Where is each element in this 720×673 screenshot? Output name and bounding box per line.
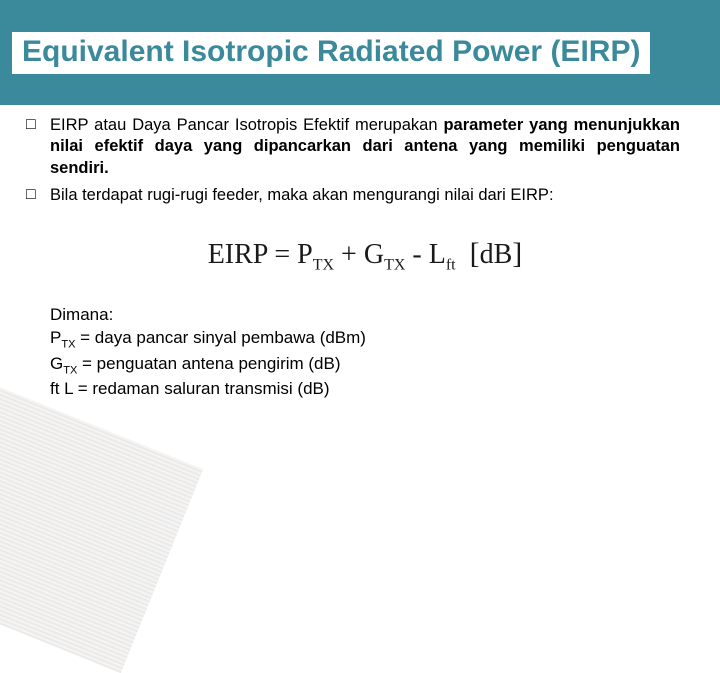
definitions: Dimana: PTX = daya pancar sinyal pembawa… [50, 304, 680, 400]
bullet-1-text-a: EIRP atau Daya Pancar Isotropis Efektif … [50, 116, 443, 134]
eq-eqsign: = [267, 239, 297, 270]
eq-gtx: G [364, 239, 384, 270]
eq-ptx: P [297, 239, 313, 270]
eq-unit: dB [480, 239, 513, 270]
def-ptx: PTX = daya pancar sinyal pembawa (dBm) [50, 327, 680, 352]
eirp-equation: EIRP = PTX + GTX - Lft [dB] [50, 237, 680, 275]
eq-lhs: EIRP [208, 239, 268, 270]
eq-gtx-sub: TX [384, 256, 405, 273]
def-lft: ft L = redaman saluran transmisi (dB) [50, 378, 680, 401]
eq-ptx-sub: TX [313, 256, 334, 273]
eq-space [456, 239, 470, 270]
def-gtx-sym: G [50, 354, 63, 373]
eq-minus: - [405, 239, 428, 270]
bullet-marker: □ [26, 185, 36, 206]
content-area: □ EIRP atau Daya Pancar Isotropis Efekti… [0, 105, 720, 401]
def-gtx-desc: = penguatan antena pengirim (dB) [77, 354, 340, 373]
corner-decoration [0, 387, 203, 673]
bullet-2: □ Bila terdapat rugi-rugi feeder, maka a… [50, 185, 680, 206]
def-gtx-sub: TX [63, 364, 77, 376]
def-ptx-sub: TX [61, 339, 75, 351]
eq-lft-sub: ft [446, 256, 456, 273]
def-lft-desc: = redaman saluran transmisi (dB) [73, 379, 330, 398]
title-bar: Equivalent Isotropic Radiated Power (EIR… [0, 0, 720, 105]
def-ptx-sym: P [50, 328, 61, 347]
bullet-marker: □ [26, 115, 36, 136]
def-gtx: GTX = penguatan antena pengirim (dB) [50, 353, 680, 378]
bullet-1: □ EIRP atau Daya Pancar Isotropis Efekti… [50, 115, 680, 179]
eq-lft: L [429, 239, 446, 270]
eq-rbracket: ] [512, 237, 522, 270]
eq-plus: + [334, 239, 364, 270]
defs-header: Dimana: [50, 304, 680, 327]
def-lft-sym: ft L [50, 379, 73, 398]
eq-lbracket: [ [470, 237, 480, 270]
slide-title: Equivalent Isotropic Radiated Power (EIR… [12, 32, 650, 74]
def-ptx-desc: = daya pancar sinyal pembawa (dBm) [75, 328, 366, 347]
bullet-2-text: Bila terdapat rugi-rugi feeder, maka aka… [50, 186, 554, 204]
